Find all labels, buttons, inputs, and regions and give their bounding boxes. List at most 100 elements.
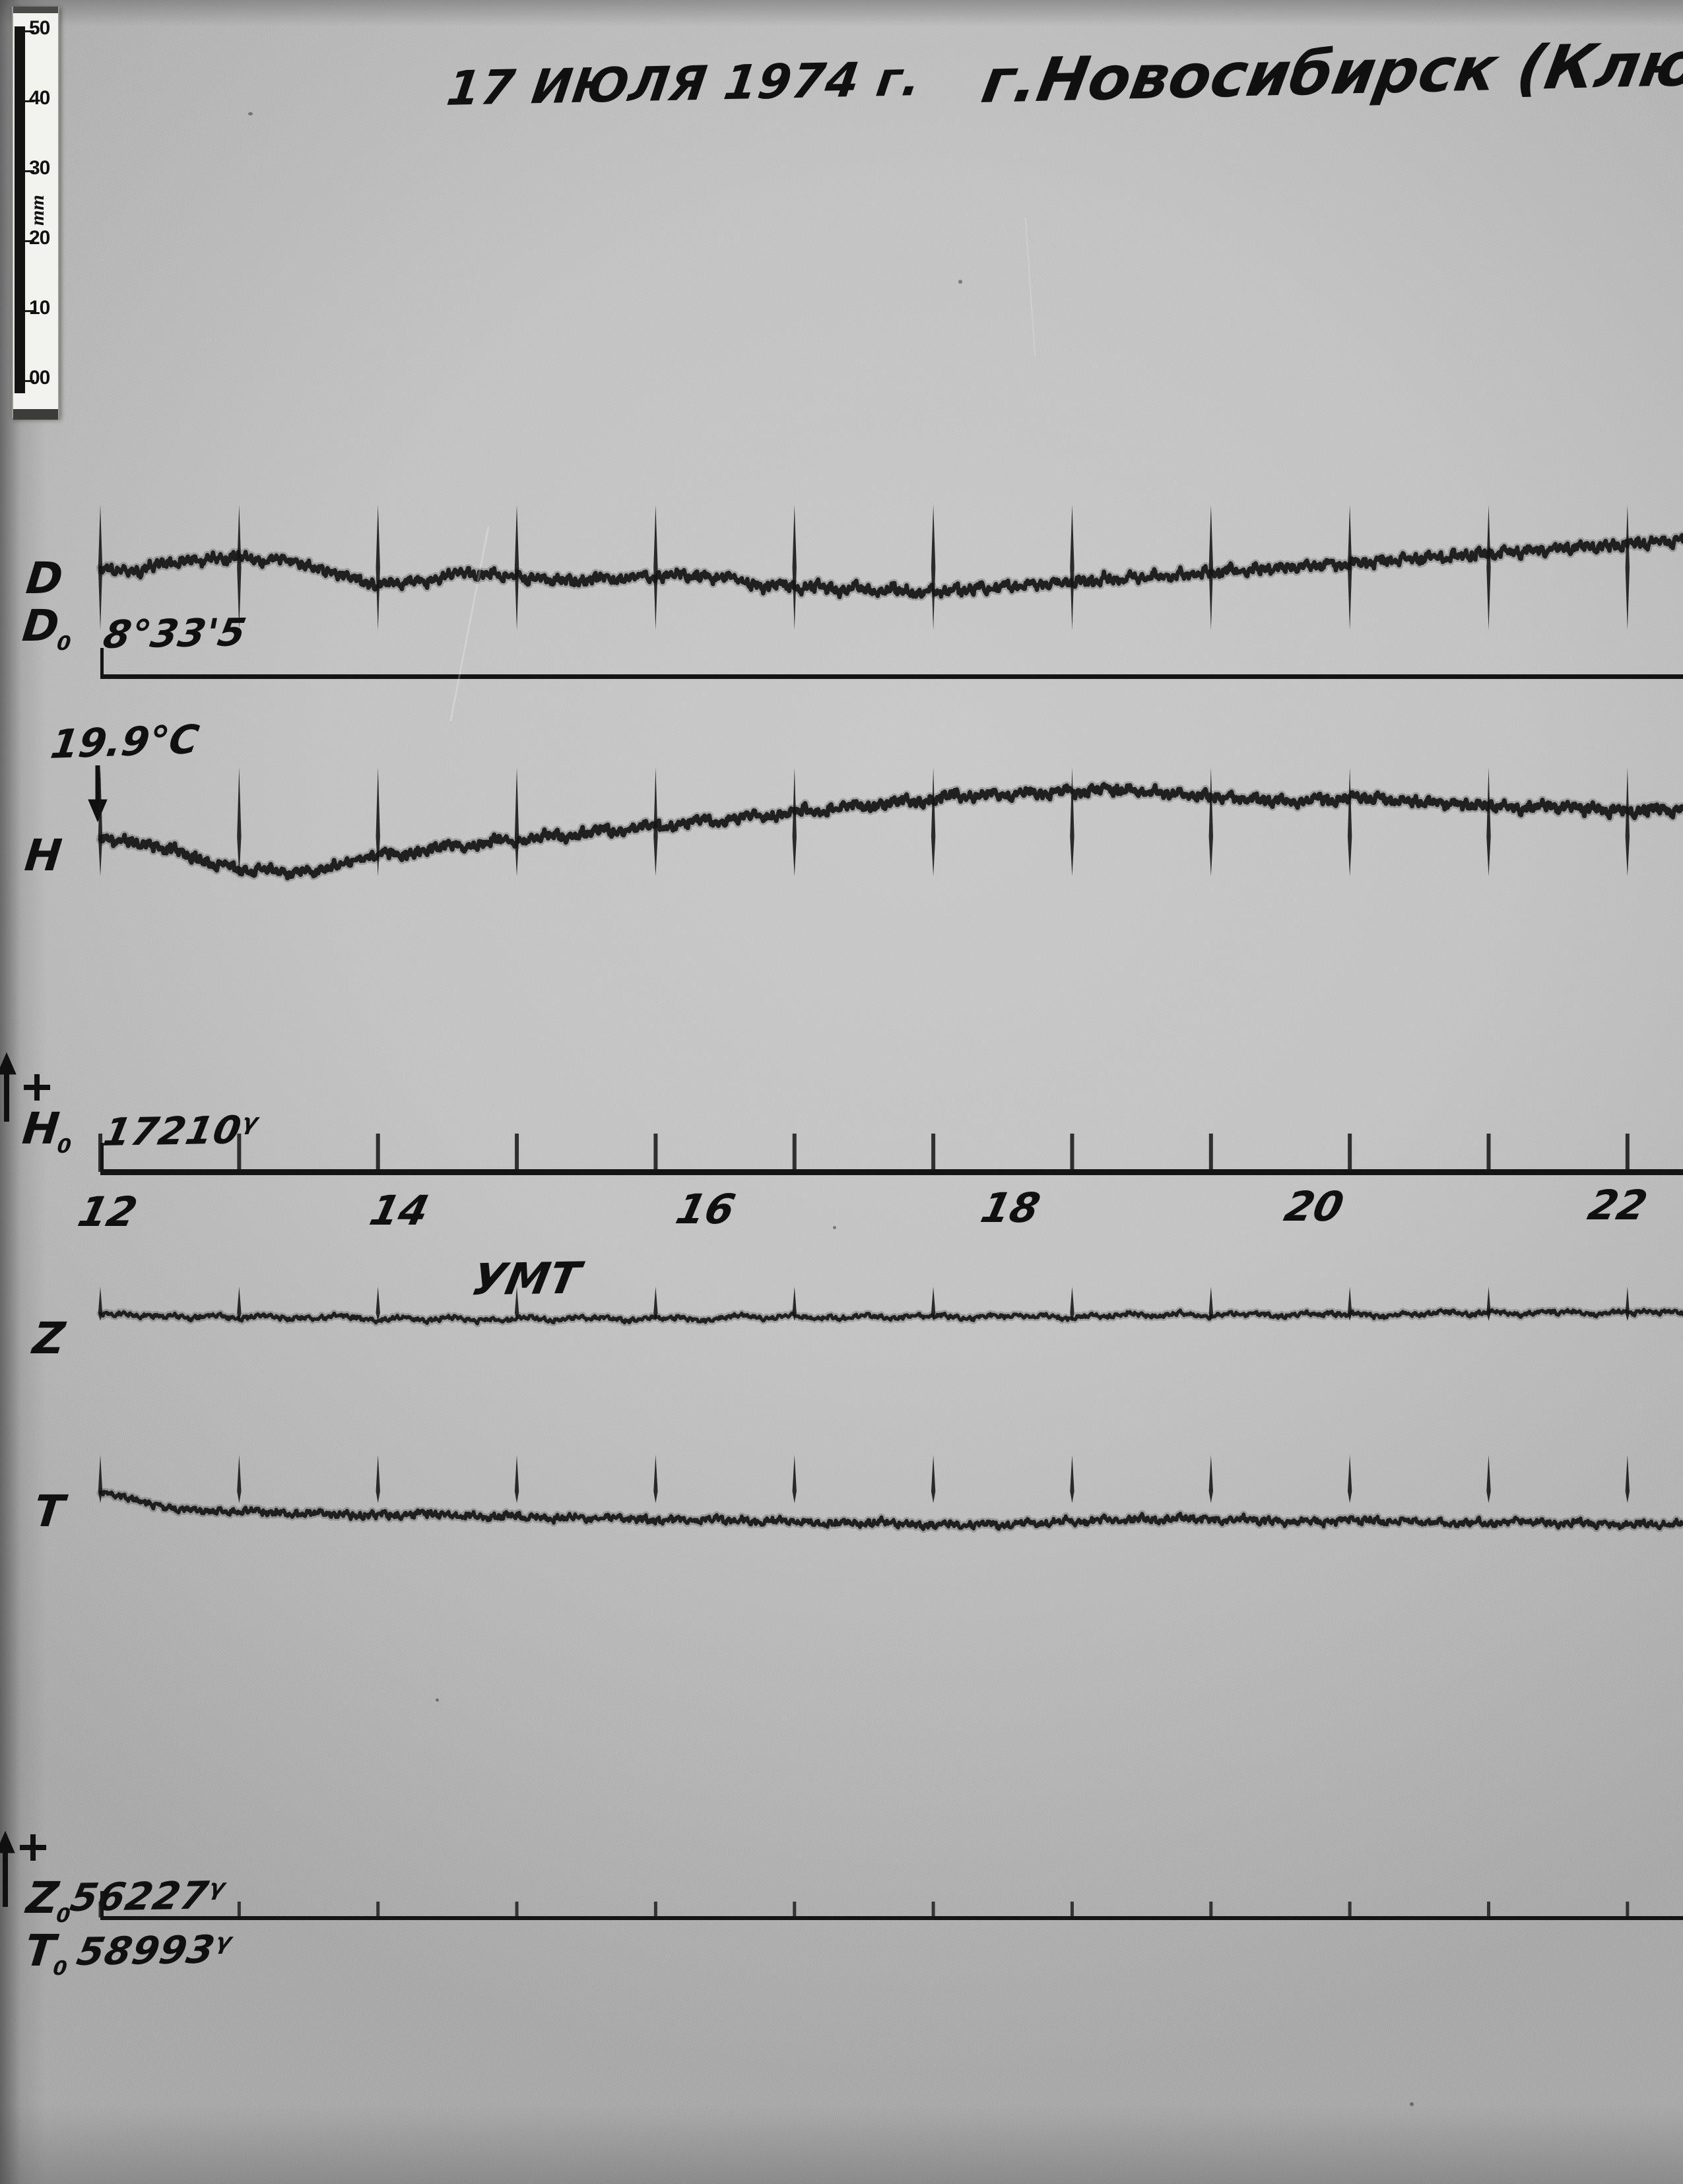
baseline-hour-tick-h-22 (1486, 1134, 1491, 1172)
hour-tick-z-23 (1625, 1287, 1630, 1321)
hour-tick-d-13 (237, 505, 242, 630)
scale-label-50: 50 (29, 17, 50, 39)
hour-tick-z-19 (1070, 1287, 1074, 1321)
scale-tick-10 (25, 310, 34, 312)
hour-tick-t-22 (1486, 1455, 1491, 1503)
temperature-down-arrow-icon (88, 765, 108, 823)
scale-label-40: 40 (29, 87, 50, 109)
scale-tick-50 (25, 30, 34, 32)
hour-tick-h-23 (1625, 767, 1630, 876)
hour-tick-h-17 (792, 767, 797, 876)
baseline-hour-tick-h-12 (98, 1134, 102, 1172)
hour-tick-d-19 (1070, 505, 1074, 630)
baseline-hour-tick-zt-15 (515, 1902, 519, 1917)
scale-tick-30 (25, 170, 34, 172)
baseline-hour-tick-zt-14 (376, 1902, 380, 1917)
film-speck-1 (958, 280, 962, 284)
hour-tick-h-16 (653, 767, 658, 876)
scale-label-10: 10 (29, 297, 50, 319)
hour-tick-t-13 (237, 1455, 242, 1503)
hour-tick-d-12 (98, 505, 103, 630)
hour-tick-z-20 (1208, 1287, 1214, 1321)
baseline-rule-d (100, 674, 1683, 679)
baseline-rule-zt (100, 1916, 1683, 1920)
hour-tick-h-12 (98, 767, 103, 876)
baseline-hour-tick-zt-17 (793, 1902, 797, 1917)
trace-h (96, 780, 1683, 883)
hour-tick-h-13 (237, 767, 242, 876)
baseline-hour-tick-h-14 (376, 1134, 380, 1172)
hour-tick-t-14 (376, 1455, 380, 1503)
baseline-hour-tick-zt-16 (653, 1902, 657, 1917)
scale-bar-black-strip (15, 26, 25, 393)
trace-t (96, 1488, 1683, 1533)
hour-tick-z-18 (931, 1287, 936, 1321)
baseline-hour-tick-zt-12 (98, 1902, 102, 1917)
baseline-hour-tick-h-20 (1208, 1134, 1213, 1172)
polarity-up-arrow-z-icon (0, 1830, 46, 1907)
scale-label-30: 30 (29, 157, 50, 179)
hour-tick-d-17 (792, 505, 797, 630)
baseline-hour-tick-h-18 (931, 1134, 936, 1172)
baseline-hour-tick-zt-13 (237, 1902, 241, 1917)
scale-tick-20 (25, 240, 34, 242)
hour-tick-h-20 (1208, 767, 1214, 876)
baseline-hour-tick-h-17 (792, 1134, 797, 1172)
baseline-hour-tick-zt-21 (1348, 1902, 1352, 1917)
scale-label-00: 00 (29, 367, 50, 389)
hour-tick-d-15 (514, 505, 519, 630)
film-speck-5 (833, 1226, 836, 1229)
hour-tick-t-15 (514, 1455, 519, 1503)
scan-edge-shadow-top (0, 0, 1683, 26)
baseline-rule-cap-d (100, 648, 104, 676)
scan-edge-shadow-bottom (0, 2105, 1683, 2184)
hour-tick-h-19 (1070, 767, 1074, 876)
hour-tick-d-14 (376, 505, 380, 630)
scale-tick-00 (25, 380, 34, 382)
hour-tick-t-12 (98, 1455, 103, 1503)
hour-tick-z-13 (237, 1287, 242, 1321)
hour-tick-z-14 (376, 1287, 380, 1321)
baseline-hour-tick-h-21 (1348, 1134, 1352, 1172)
hour-tick-h-18 (931, 767, 936, 876)
baseline-hour-tick-h-19 (1070, 1134, 1074, 1172)
hour-tick-d-21 (1347, 505, 1352, 630)
hour-tick-z-16 (653, 1287, 658, 1321)
mm-scale-bar: 50 40 30 mm 20 10 00 (12, 7, 59, 420)
hour-tick-z-22 (1486, 1287, 1491, 1321)
hour-tick-marks (98, 505, 1630, 1917)
baseline-hour-tick-zt-20 (1209, 1902, 1213, 1917)
baseline-rule-h (100, 1169, 1683, 1175)
hour-tick-z-21 (1347, 1287, 1352, 1321)
hour-tick-t-17 (792, 1455, 797, 1503)
hour-tick-d-18 (931, 505, 936, 630)
film-speck-4 (436, 1698, 439, 1702)
hour-tick-t-23 (1625, 1455, 1630, 1503)
hour-tick-z-17 (792, 1287, 797, 1321)
hour-tick-d-22 (1486, 505, 1491, 630)
hour-tick-t-16 (653, 1455, 658, 1503)
hour-tick-d-23 (1625, 505, 1630, 630)
hour-tick-t-21 (1347, 1455, 1352, 1503)
film-speck-2 (248, 112, 253, 115)
hour-tick-h-21 (1347, 767, 1352, 876)
hour-tick-t-19 (1070, 1455, 1074, 1503)
hour-tick-d-16 (653, 505, 658, 630)
hour-tick-z-15 (514, 1287, 519, 1321)
hour-tick-z-12 (98, 1287, 103, 1321)
scale-label-20: 20 (29, 227, 50, 249)
hour-tick-d-20 (1208, 505, 1214, 630)
baseline-hour-tick-zt-22 (1487, 1902, 1491, 1917)
baseline-hour-tick-h-15 (515, 1134, 519, 1172)
hour-tick-h-15 (514, 767, 519, 876)
trace-z (96, 1306, 1683, 1328)
film-speck-3 (1410, 2102, 1414, 2106)
hour-tick-h-22 (1486, 767, 1491, 876)
hour-tick-t-18 (931, 1455, 936, 1503)
hour-tick-t-20 (1208, 1455, 1214, 1503)
trace-d (96, 531, 1683, 602)
